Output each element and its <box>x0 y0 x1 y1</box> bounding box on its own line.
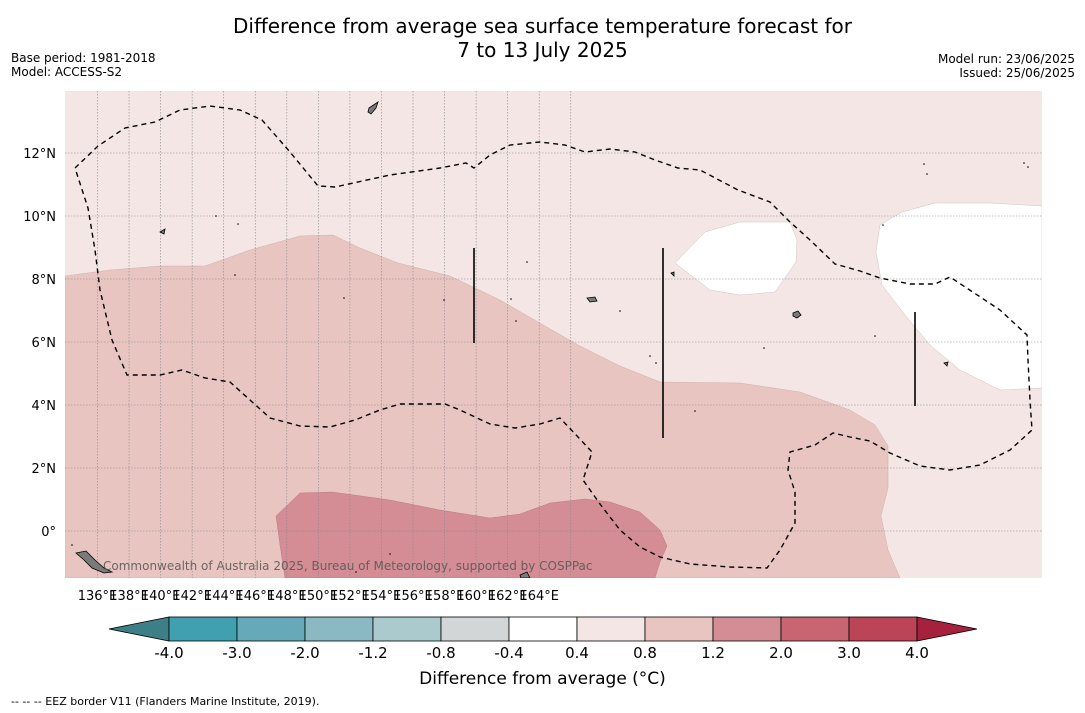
island-2 <box>159 228 166 235</box>
colorbar-label: -0.4 <box>494 644 523 662</box>
anomaly-band-neutral-2 <box>875 202 1042 391</box>
island-6 <box>75 550 114 574</box>
island-8 <box>670 271 675 277</box>
colorbar-label: -4.0 <box>154 644 183 662</box>
colorbar-label: -0.8 <box>426 644 455 662</box>
issued-date: Issued: 25/06/2025 <box>959 66 1075 80</box>
model-name: Model: ACCESS-S2 <box>11 65 123 79</box>
colorbar-cell <box>236 616 306 642</box>
colorbar-cell <box>712 616 782 642</box>
model-run: Model run: 23/06/2025 <box>937 52 1075 66</box>
island-5 <box>943 361 949 367</box>
latitude-label: 4°N <box>32 399 57 414</box>
colorbar-cell <box>168 616 238 642</box>
longitude-label: 162°E <box>488 589 528 604</box>
map-title: Difference from average sea surface temp… <box>0 14 1085 62</box>
colorbar-high-extend <box>916 616 978 642</box>
anomaly-band-neutral-1 <box>674 221 798 296</box>
colorbar-cell <box>644 616 714 642</box>
eez-border-palau-fsm <box>74 105 1033 569</box>
islands <box>75 101 949 578</box>
colorbar-cell <box>372 616 442 642</box>
island-7 <box>519 571 531 578</box>
colorbar-cell <box>440 616 510 642</box>
latitude-label: 0° <box>41 525 56 540</box>
longitude-label: 144°E <box>204 589 244 604</box>
anomaly-band-0.8-1.2 <box>65 234 901 578</box>
colorbar: -4.0 -3.0 -2.0 -1.2 -0.8 -0.4 0.4 0.8 1.2 2.0 3.0 4… <box>108 616 978 662</box>
colorbar-cell <box>780 616 850 642</box>
colorbar-label: 1.2 <box>701 644 725 662</box>
footnote: -- -- -- EEZ border V11 (Flanders Marine… <box>11 695 320 708</box>
longitude-labels: 136°E138°E140°E142°E144°E146°E148°E150°E… <box>78 589 559 604</box>
colorbar-label: 0.4 <box>565 644 589 662</box>
colorbar-label: -1.2 <box>358 644 387 662</box>
longitude-label: 154°E <box>362 589 402 604</box>
latitude-label: 2°N <box>32 462 57 477</box>
island-1 <box>367 101 379 115</box>
latitude-labels: 12°N 10°N 8°N 6°N 4°N 2°N 0° <box>23 147 56 540</box>
map-area: Commonwealth of Australia 2025, Bureau o… <box>65 91 1042 578</box>
longitude-label: 164°E <box>519 589 559 604</box>
latitude-label: 10°N <box>23 210 56 225</box>
colorbar-title: Difference from average (°C) <box>419 669 666 689</box>
longitude-label: 160°E <box>456 589 496 604</box>
colorbar-label: -2.0 <box>290 644 319 662</box>
colorbar-cell <box>848 616 918 642</box>
base-period: Base period: 1981-2018 <box>11 51 156 65</box>
longitude-label: 152°E <box>330 589 370 604</box>
atolls <box>71 162 1029 573</box>
colorbar-label: 4.0 <box>905 644 929 662</box>
copyright-watermark: Commonwealth of Australia 2025, Bureau o… <box>103 559 593 573</box>
longitude-label: 136°E <box>78 589 118 604</box>
longitude-label: 142°E <box>172 589 212 604</box>
map-title-line2: 7 to 13 July 2025 <box>457 38 628 62</box>
colorbar-label: -3.0 <box>222 644 251 662</box>
longitude-label: 156°E <box>393 589 433 604</box>
island-3 <box>586 296 598 303</box>
longitude-label: 146°E <box>235 589 275 604</box>
colorbar-low-extend <box>108 616 170 642</box>
colorbar-cell <box>508 616 578 642</box>
island-4 <box>792 310 802 319</box>
longitude-label: 150°E <box>299 589 339 604</box>
latitude-label: 12°N <box>23 147 56 162</box>
longitude-label: 138°E <box>109 589 149 604</box>
colorbar-cell <box>576 616 646 642</box>
longitude-label: 140°E <box>141 589 181 604</box>
colorbar-cell <box>304 616 374 642</box>
meta-right: Model run: 23/06/2025 Issued: 25/06/2025 <box>938 52 1075 80</box>
latitude-label: 8°N <box>32 273 57 288</box>
anomaly-band-1.2-2.0 <box>275 491 668 578</box>
colorbar-label: 3.0 <box>837 644 861 662</box>
longitude-label: 158°E <box>425 589 465 604</box>
longitude-label: 148°E <box>267 589 307 604</box>
colorbar-label: 0.8 <box>633 644 657 662</box>
latitude-label: 6°N <box>32 336 57 351</box>
meta-left: Base period: 1981-2018 Model: ACCESS-S2 <box>11 51 156 79</box>
colorbar-label: 2.0 <box>769 644 793 662</box>
graticule <box>65 91 1042 578</box>
map-title-line1: Difference from average sea surface temp… <box>232 14 852 38</box>
